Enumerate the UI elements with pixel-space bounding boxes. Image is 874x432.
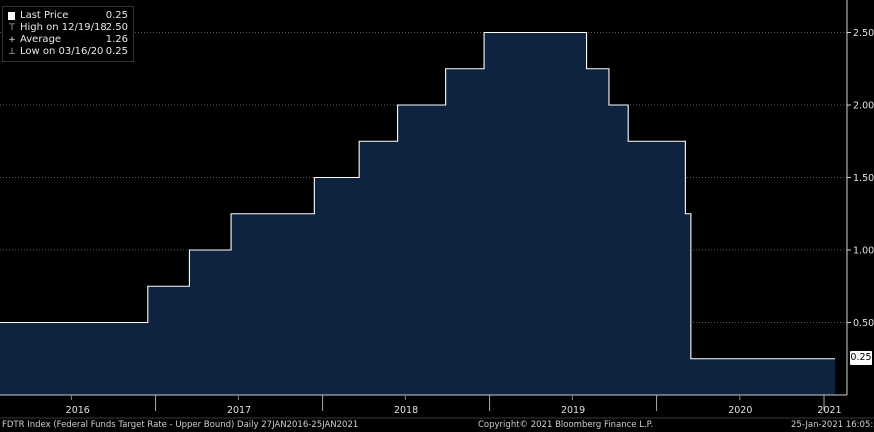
legend: Last Price 0.25 ⊤ High on 12/19/18 2.50 … (2, 6, 134, 62)
x-tick-label: 2016 (66, 405, 90, 416)
legend-item-last-price: Last Price 0.25 (7, 10, 128, 22)
footer-copyright: Copyright© 2021 Bloomberg Finance L.P. (478, 420, 654, 430)
y-tick-label: 1.00 (853, 246, 874, 257)
x-tick-label: 2020 (728, 405, 752, 416)
y-tick-label: 0.50 (853, 318, 874, 329)
last-value-badge: 0.25 (850, 351, 872, 365)
square-icon (8, 12, 15, 20)
y-axis: 0.50 1.00 1.50 2.00 2.50 (847, 28, 874, 329)
footer-description: FDTR Index (Federal Funds Target Rate - … (2, 420, 359, 430)
legend-item-average: + Average 1.26 (7, 34, 128, 46)
legend-value: 0.25 (105, 10, 128, 21)
x-tick-label: 2017 (227, 405, 251, 416)
area-fill (0, 32, 835, 395)
y-tick-label: 1.50 (853, 173, 874, 184)
footer-timestamp: 25-Jan-2021 16:05:56 (791, 420, 874, 430)
series-line-last-price (0, 31, 835, 360)
legend-label: Low on 03/16/20 (20, 46, 104, 57)
legend-label: Average (20, 34, 62, 45)
legend-label: Last Price (20, 10, 69, 21)
legend-value: 2.50 (105, 22, 128, 33)
low-marker-icon: ⊥ (8, 47, 16, 57)
x-axis: 2016 2017 2018 2019 2020 2021 (66, 395, 842, 416)
legend-item-low: ⊥ Low on 03/16/20 0.25 (7, 46, 128, 58)
plot-area (0, 31, 836, 395)
x-tick-label: 2019 (561, 405, 585, 416)
y-tick-label: 2.50 (853, 28, 874, 39)
legend-item-high: ⊤ High on 12/19/18 2.50 (7, 22, 128, 34)
y-tick-label: 2.00 (853, 101, 874, 112)
legend-value: 1.26 (105, 34, 128, 45)
high-marker-icon: ⊤ (8, 23, 16, 33)
average-marker-icon: + (8, 35, 16, 45)
legend-value: 0.25 (105, 46, 128, 57)
legend-label: High on 12/19/18 (20, 22, 107, 33)
axes-frame (0, 0, 874, 419)
x-tick-label: 2018 (394, 405, 418, 416)
x-tick-label: 2021 (817, 405, 841, 416)
